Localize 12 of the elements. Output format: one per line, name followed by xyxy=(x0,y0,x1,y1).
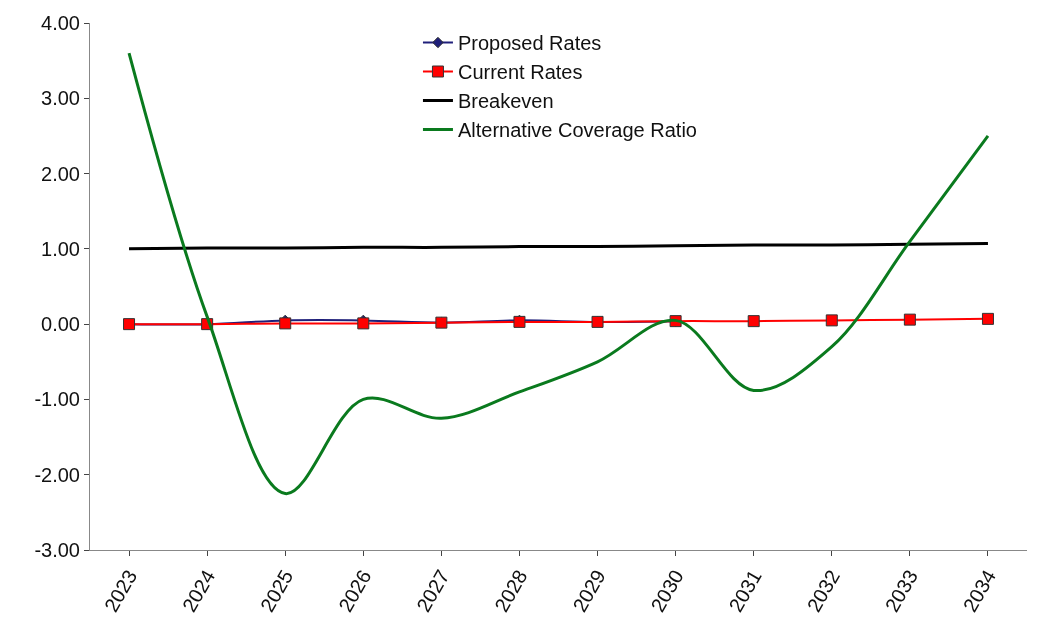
legend-label: Alternative Coverage Ratio xyxy=(457,119,697,142)
y-tick-label: -1.00 xyxy=(34,388,80,411)
y-tick-label: -3.00 xyxy=(34,539,80,561)
y-tick-label: 3.00 xyxy=(41,87,80,110)
y-tick-label: 0.00 xyxy=(41,313,80,336)
legend-label: Proposed Rates xyxy=(457,32,602,55)
y-tick-label: 1.00 xyxy=(41,237,80,260)
legend-label: Current Rates xyxy=(457,61,583,84)
legend-label: Breakeven xyxy=(457,90,554,113)
y-tick-label: 4.00 xyxy=(41,12,80,34)
y-tick-label: -2.00 xyxy=(34,463,80,486)
y-tick-label: 2.00 xyxy=(41,162,80,185)
